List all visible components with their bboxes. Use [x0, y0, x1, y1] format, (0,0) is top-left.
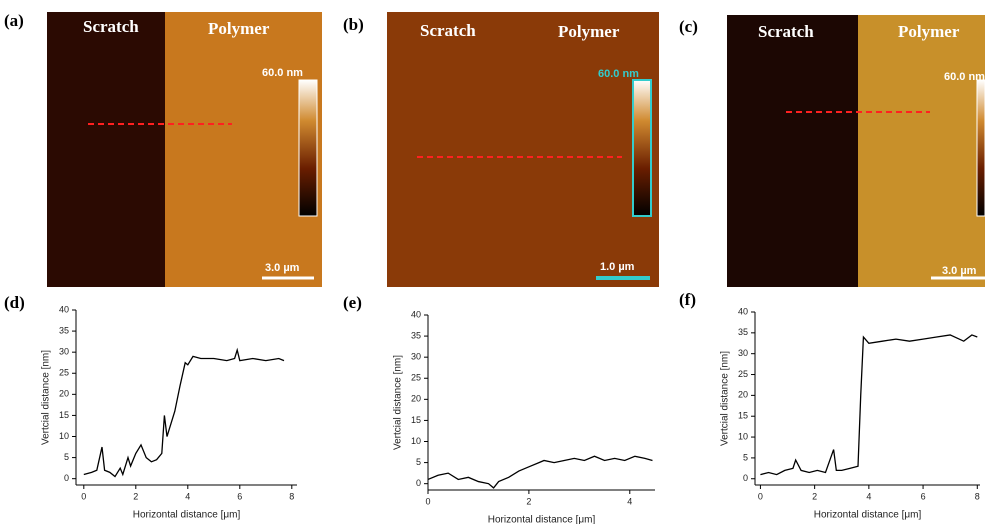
y-tick-label: 15	[411, 415, 421, 425]
data-line	[83, 347, 285, 478]
x-tick-label: 0	[758, 491, 763, 501]
scratch-area	[727, 15, 858, 287]
y-tick-label: 5	[743, 452, 748, 462]
panel-label: (d)	[4, 293, 25, 312]
region-label: Polymer	[208, 19, 270, 38]
colorbar-label: 60.0 nm	[598, 68, 639, 80]
y-tick-label: 15	[738, 411, 748, 421]
scratch-area	[47, 12, 165, 287]
y-tick-label: 10	[738, 431, 748, 441]
x-tick-label: 6	[921, 491, 926, 501]
colorbar-label: 60.0 nm	[944, 71, 985, 83]
colorbar	[298, 79, 318, 217]
x-tick-label: 2	[133, 491, 138, 501]
x-tick-label: 4	[866, 491, 871, 501]
y-tick-label: 35	[738, 327, 748, 337]
x-tick-label: 2	[526, 496, 531, 506]
x-tick-label: 0	[81, 491, 86, 501]
panel-label: (a)	[4, 11, 24, 30]
scalebar-label: 3.0 µm	[265, 262, 300, 274]
y-tick-label: 0	[416, 478, 421, 488]
y-axis-label: Vertcial distance [nm]	[393, 355, 404, 450]
y-tick-label: 20	[738, 390, 748, 400]
data-line	[427, 455, 653, 489]
y-tick-label: 35	[411, 330, 421, 340]
region-label: Polymer	[558, 22, 620, 41]
y-tick-label: 20	[59, 389, 69, 399]
y-tick-label: 25	[59, 368, 69, 378]
x-tick-label: 4	[185, 491, 190, 501]
x-tick-label: 0	[425, 496, 430, 506]
x-axis-label: Horizontal distance [μm]	[133, 510, 241, 521]
y-tick-label: 40	[411, 309, 421, 319]
y-tick-label: 15	[59, 410, 69, 420]
scalebar-label: 3.0 µm	[942, 265, 977, 277]
y-tick-label: 25	[738, 369, 748, 379]
colorbar	[632, 79, 652, 217]
y-tick-label: 25	[411, 373, 421, 383]
y-tick-label: 0	[743, 473, 748, 483]
x-tick-label: 8	[289, 491, 294, 501]
y-tick-label: 40	[59, 304, 69, 314]
y-tick-label: 30	[59, 347, 69, 357]
panel-label: (e)	[343, 293, 362, 312]
y-tick-label: 30	[411, 352, 421, 362]
y-axis-label: Vertcial distance [nm]	[720, 351, 731, 446]
y-tick-label: 40	[738, 306, 748, 316]
colorbar	[976, 79, 985, 217]
y-tick-label: 30	[738, 348, 748, 358]
x-axis-label: Horizontal distance [μm]	[488, 515, 596, 524]
y-tick-label: 10	[59, 431, 69, 441]
y-tick-label: 5	[416, 457, 421, 467]
region-label: Scratch	[758, 22, 814, 41]
panel-label: (c)	[679, 17, 698, 36]
polymer-area	[165, 12, 322, 287]
x-tick-label: 4	[627, 496, 632, 506]
y-tick-label: 35	[59, 325, 69, 335]
region-label: Polymer	[898, 22, 960, 41]
x-axis-label: Horizontal distance [μm]	[814, 510, 922, 521]
sample-area	[387, 12, 659, 287]
colorbar-label: 60.0 nm	[262, 67, 303, 79]
y-tick-label: 0	[64, 473, 69, 483]
data-line	[760, 334, 978, 476]
x-tick-label: 2	[812, 491, 817, 501]
x-tick-label: 8	[975, 491, 980, 501]
y-tick-label: 20	[411, 394, 421, 404]
region-label: Scratch	[83, 17, 139, 36]
y-tick-label: 10	[411, 436, 421, 446]
y-tick-label: 5	[64, 452, 69, 462]
x-tick-label: 6	[237, 491, 242, 501]
panel-label: (b)	[343, 15, 364, 34]
panel-label: (f)	[679, 290, 696, 309]
y-axis-label: Vertcial distance [nm]	[41, 350, 52, 445]
polymer-area	[858, 15, 985, 287]
region-label: Scratch	[420, 21, 476, 40]
scalebar-label: 1.0 µm	[600, 261, 635, 273]
